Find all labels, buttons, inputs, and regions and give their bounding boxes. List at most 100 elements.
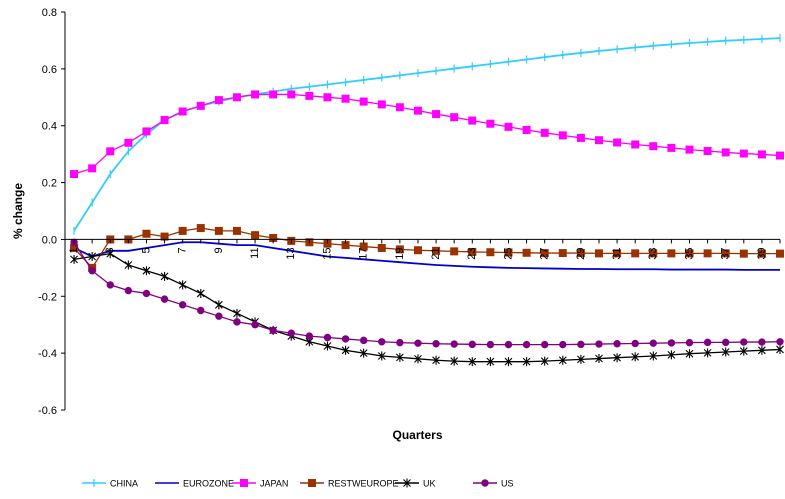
data-point-marker bbox=[359, 97, 368, 106]
legend-label: EUROZONE bbox=[183, 479, 234, 489]
data-point-marker bbox=[594, 249, 603, 258]
y-tick-label: 0.8 bbox=[42, 7, 57, 19]
x-tick-label: 33 bbox=[647, 247, 659, 259]
data-point-marker bbox=[395, 352, 404, 362]
data-point-marker bbox=[287, 329, 295, 337]
x-tick-label: 7 bbox=[177, 247, 189, 253]
data-point-marker bbox=[613, 353, 621, 363]
data-point-marker bbox=[721, 249, 730, 258]
data-point-marker bbox=[305, 332, 314, 340]
data-point-marker bbox=[215, 312, 223, 320]
data-point-marker bbox=[305, 91, 314, 100]
data-point-marker bbox=[395, 103, 404, 112]
data-point-marker bbox=[667, 350, 676, 360]
data-point-marker bbox=[178, 107, 187, 116]
series-uk bbox=[70, 249, 784, 367]
data-point-marker bbox=[70, 254, 78, 264]
data-point-marker bbox=[413, 246, 422, 255]
data-point-marker bbox=[740, 338, 748, 346]
data-point-marker bbox=[251, 321, 259, 329]
series-china bbox=[73, 34, 781, 235]
data-point-marker bbox=[522, 248, 531, 257]
data-point-marker bbox=[576, 354, 585, 364]
data-point-marker bbox=[160, 295, 169, 303]
data-point-marker bbox=[685, 249, 694, 258]
data-point-marker bbox=[196, 288, 205, 298]
x-tick-label: 29 bbox=[575, 247, 587, 259]
data-point-marker bbox=[413, 106, 422, 115]
data-point-marker bbox=[631, 249, 640, 258]
data-point-marker bbox=[124, 260, 133, 270]
data-point-marker bbox=[378, 338, 386, 346]
x-tick-label: 19 bbox=[394, 247, 406, 259]
data-point-marker bbox=[450, 340, 458, 348]
x-tick-label: 13 bbox=[285, 247, 297, 259]
legend-item-uk: UK bbox=[395, 478, 436, 489]
data-point-marker bbox=[649, 249, 658, 258]
data-point-marker bbox=[341, 94, 350, 103]
data-point-marker bbox=[323, 93, 332, 102]
data-point-marker bbox=[667, 143, 676, 152]
data-point-marker bbox=[450, 247, 459, 256]
data-point-marker bbox=[396, 338, 404, 347]
data-point-marker bbox=[504, 122, 513, 131]
data-point-marker bbox=[685, 145, 694, 154]
data-point-marker bbox=[486, 248, 495, 257]
data-point-marker bbox=[631, 339, 639, 348]
x-tick-label: 15 bbox=[321, 247, 333, 259]
legend-label: US bbox=[501, 479, 514, 489]
data-point-marker bbox=[721, 338, 730, 347]
data-point-marker bbox=[323, 341, 332, 351]
y-axis-title: % change bbox=[11, 183, 25, 239]
data-point-marker bbox=[486, 119, 495, 128]
series-line bbox=[73, 252, 781, 363]
data-point-marker bbox=[414, 354, 422, 364]
data-point-marker bbox=[558, 249, 567, 258]
data-point-marker bbox=[178, 301, 187, 309]
data-point-marker bbox=[468, 357, 477, 367]
series-line bbox=[73, 93, 781, 175]
data-point-marker bbox=[214, 96, 223, 105]
data-point-marker bbox=[251, 90, 260, 99]
y-tick-label: 0.6 bbox=[42, 64, 57, 76]
data-point-marker bbox=[377, 243, 386, 252]
data-point-marker bbox=[739, 149, 748, 158]
data-point-marker bbox=[341, 345, 350, 355]
y-axis-ticks: -0.6 -0.4 -0.2 0.0 0.2 0.4 0.6 0.8 bbox=[38, 7, 66, 417]
data-point-marker bbox=[341, 335, 350, 343]
data-point-marker bbox=[468, 340, 476, 349]
data-point-marker bbox=[631, 140, 640, 149]
legend-item-japan: JAPAN bbox=[232, 479, 288, 489]
data-point-marker bbox=[142, 289, 151, 298]
series-japan bbox=[70, 90, 784, 179]
x-tick-label: 25 bbox=[502, 247, 514, 259]
data-point-marker bbox=[88, 251, 97, 261]
data-point-marker bbox=[577, 340, 585, 349]
data-point-marker bbox=[558, 131, 567, 140]
data-point-marker bbox=[106, 281, 114, 289]
series-line bbox=[73, 241, 781, 346]
x-tick-label: 5 bbox=[140, 247, 152, 253]
x-tick-label: 11 bbox=[249, 247, 261, 258]
data-point-marker bbox=[124, 138, 133, 147]
legend-label: CHINA bbox=[110, 479, 138, 489]
data-point-marker bbox=[685, 349, 694, 359]
x-tick-label: 21 bbox=[430, 247, 442, 259]
data-point-marker bbox=[540, 249, 549, 258]
data-point-marker bbox=[595, 354, 603, 364]
x-tick-label: 9 bbox=[213, 247, 225, 253]
data-point-marker bbox=[758, 338, 766, 346]
data-point-marker bbox=[594, 136, 603, 145]
data-point-marker bbox=[649, 351, 658, 361]
data-point-marker bbox=[739, 346, 748, 356]
x-tick-label: 37 bbox=[720, 247, 732, 259]
data-point-marker bbox=[776, 151, 784, 160]
series-line bbox=[73, 37, 781, 232]
data-point-marker bbox=[757, 249, 766, 258]
data-point-marker bbox=[196, 101, 205, 110]
data-point-marker bbox=[197, 306, 205, 315]
data-point-marker bbox=[504, 357, 513, 367]
legend-label: UK bbox=[423, 479, 436, 489]
data-point-marker bbox=[359, 348, 368, 358]
